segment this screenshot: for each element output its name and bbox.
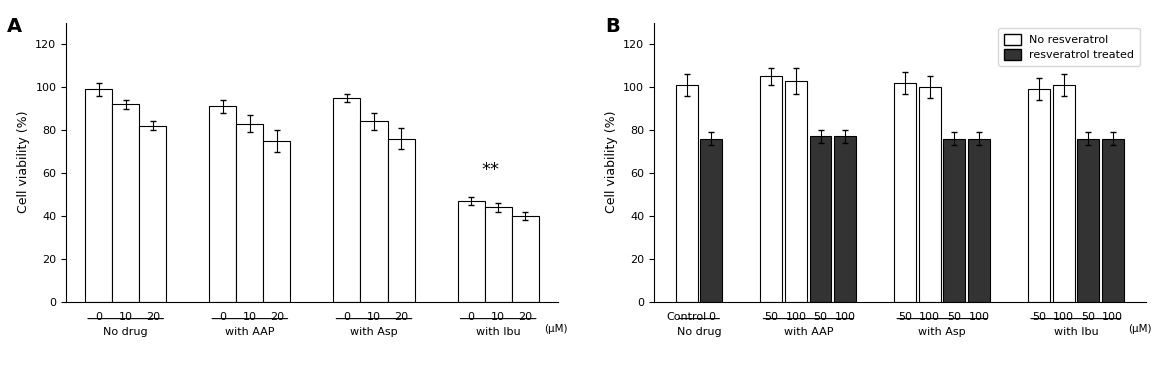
Text: **: **	[481, 161, 499, 180]
Bar	[1028, 89, 1050, 302]
Bar	[760, 76, 782, 302]
Bar	[512, 216, 539, 302]
Text: (μM): (μM)	[545, 324, 568, 334]
Bar	[700, 139, 723, 302]
Bar	[968, 139, 989, 302]
Bar	[334, 98, 361, 302]
Legend: No resveratrol, resveratrol treated: No resveratrol, resveratrol treated	[999, 28, 1139, 65]
Text: with Ibu: with Ibu	[475, 327, 520, 337]
Y-axis label: Cell viability (%): Cell viability (%)	[604, 111, 617, 214]
Bar	[237, 123, 263, 302]
Text: No drug: No drug	[103, 327, 148, 337]
Bar	[139, 126, 166, 302]
Bar	[809, 137, 831, 302]
Text: (μM): (μM)	[1128, 324, 1151, 334]
Bar	[210, 106, 237, 302]
Bar	[85, 89, 112, 302]
Bar	[388, 139, 415, 302]
Bar	[485, 207, 512, 302]
Bar	[1077, 139, 1100, 302]
Bar	[458, 201, 485, 302]
Text: A: A	[7, 17, 22, 36]
Text: with AAP: with AAP	[225, 327, 274, 337]
Bar	[1053, 85, 1075, 302]
Text: B: B	[604, 17, 619, 36]
Bar	[944, 139, 965, 302]
Y-axis label: Cell viability (%): Cell viability (%)	[16, 111, 29, 214]
Text: with Ibu: with Ibu	[1054, 327, 1098, 337]
Text: with Asp: with Asp	[918, 327, 966, 337]
Bar	[112, 104, 139, 302]
Bar	[676, 85, 698, 302]
Text: with Asp: with Asp	[350, 327, 398, 337]
Bar	[785, 80, 807, 302]
Bar	[895, 83, 916, 302]
Bar	[263, 141, 290, 302]
Bar	[1102, 139, 1124, 302]
Bar	[361, 122, 388, 302]
Bar	[919, 87, 940, 302]
Text: No drug: No drug	[677, 327, 721, 337]
Bar	[834, 137, 856, 302]
Text: with AAP: with AAP	[783, 327, 833, 337]
